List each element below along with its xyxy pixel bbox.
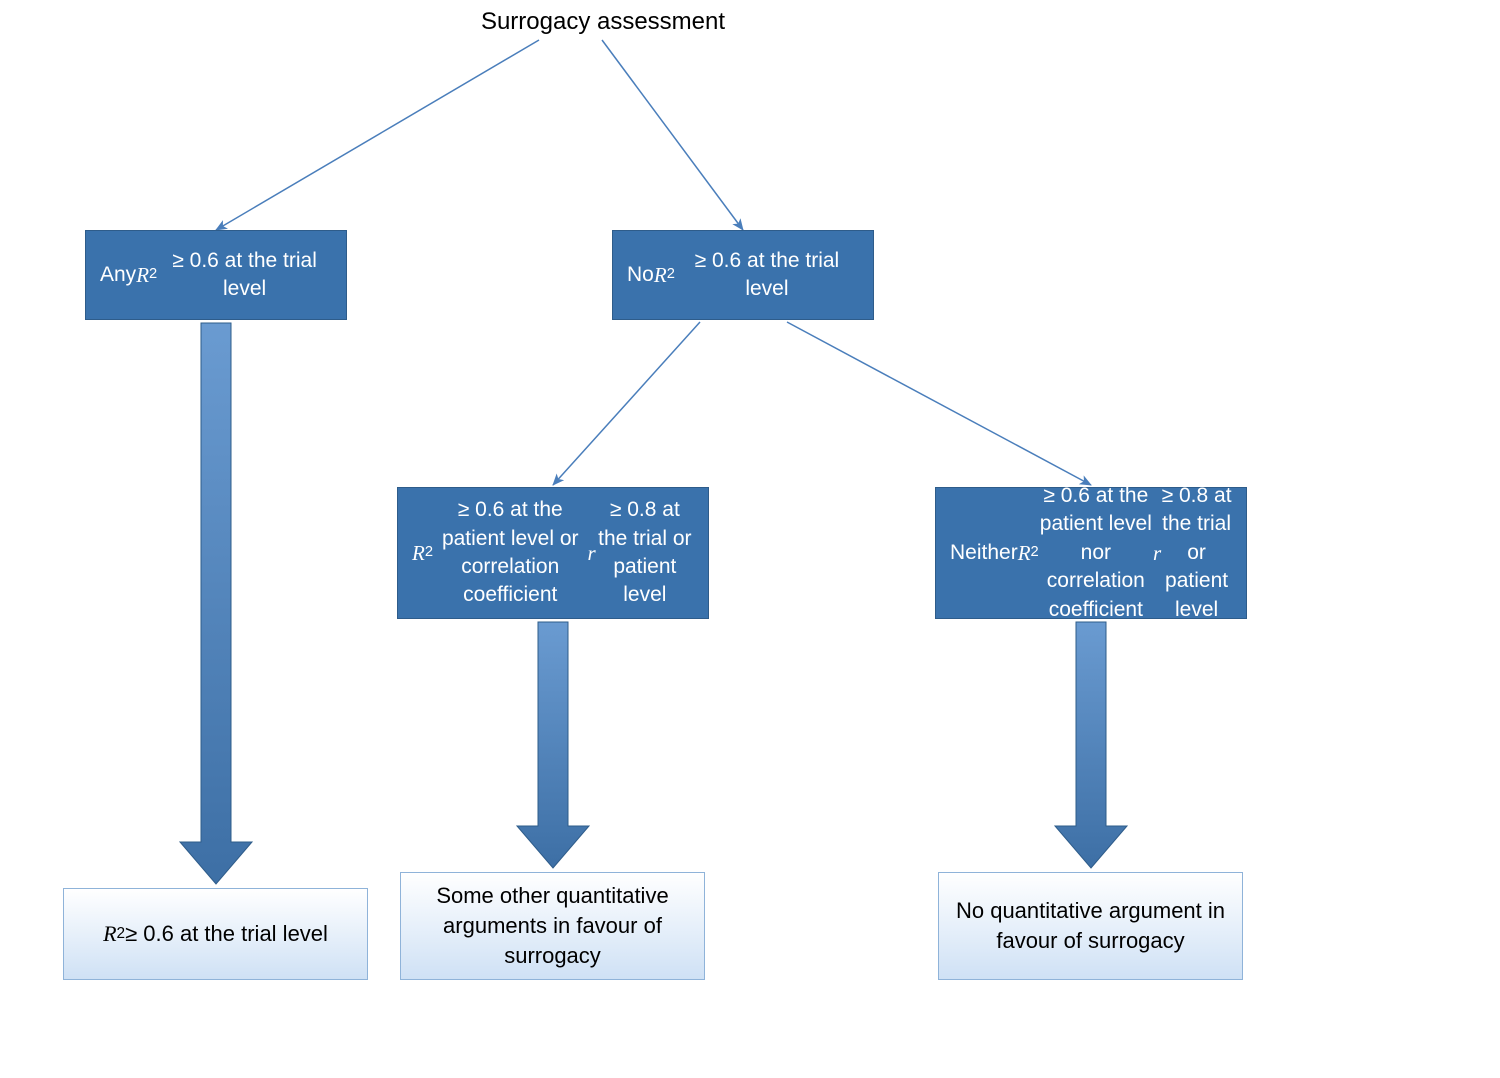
flowchart-canvas: Surrogacy assessment Any R2 ≥ 0.6 at the… <box>0 0 1500 1078</box>
thick-arrow <box>517 622 589 868</box>
outcome-r2-trial: R2 ≥ 0.6 at the trial level <box>63 888 368 980</box>
thin-arrow <box>216 40 539 230</box>
outcome-no-args: No quantitative argument in favour of su… <box>938 872 1243 980</box>
node-neither-r2-nor-r08: Neither R2 ≥ 0.6 at the patient level no… <box>935 487 1247 619</box>
thin-arrow <box>602 40 743 230</box>
node-r2-patient-or-r08: R2 ≥ 0.6 at the patient level or correla… <box>397 487 709 619</box>
node-any-r2-trial: Any R2 ≥ 0.6 at the trial level <box>85 230 347 320</box>
node-no-r2-trial: No R2 ≥ 0.6 at the trial level <box>612 230 874 320</box>
outcome-some-other-args: Some other quantitative arguments in fav… <box>400 872 705 980</box>
thick-arrow <box>1055 622 1127 868</box>
diagram-title: Surrogacy assessment <box>453 8 753 36</box>
thick-arrow <box>180 323 252 884</box>
thin-arrow <box>553 322 700 485</box>
thin-arrow <box>787 322 1091 485</box>
